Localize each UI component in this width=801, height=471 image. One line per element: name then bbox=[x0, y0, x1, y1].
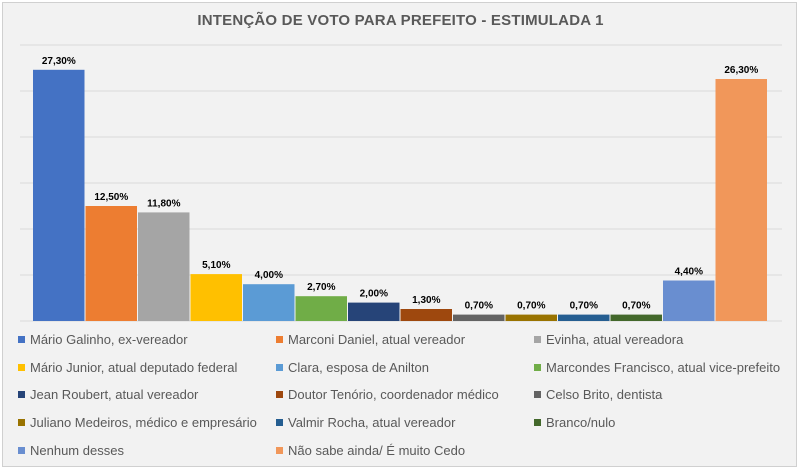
bar-value-label: 0,70% bbox=[465, 301, 493, 312]
bar-value-label: 2,70% bbox=[307, 282, 335, 293]
legend-swatch bbox=[276, 419, 283, 427]
legend-label: Juliano Medeiros, médico e empresário bbox=[30, 415, 257, 431]
legend-label: Não sabe ainda/ É muito Cedo bbox=[288, 442, 466, 458]
legend-label: Nenhum desses bbox=[30, 442, 124, 458]
legend-label: Marcondes Francisco, atual vice-prefeito bbox=[546, 359, 781, 375]
legend-item: Clara, esposa de Anilton bbox=[276, 354, 534, 382]
bar bbox=[505, 314, 557, 321]
bar-value-label: 4,00% bbox=[255, 270, 283, 281]
legend-item: Juliano Medeiros, médico e empresário bbox=[18, 409, 276, 437]
legend-label: Evinha, atual vereadora bbox=[546, 332, 684, 348]
legend-swatch bbox=[276, 363, 283, 371]
bar bbox=[33, 69, 85, 321]
legend-label: Doutor Tenório, coordenador médico bbox=[288, 387, 499, 403]
bar-value-label: 0,70% bbox=[570, 301, 598, 312]
legend-swatch bbox=[534, 419, 541, 427]
legend-label: Mário Galinho, ex-vereador bbox=[30, 332, 188, 348]
chart-title: INTENÇÃO DE VOTO PARA PREFEITO - ESTIMUL… bbox=[197, 12, 604, 29]
legend-swatch bbox=[534, 336, 541, 344]
legend-swatch bbox=[276, 391, 283, 399]
bar-value-label: 26,30% bbox=[724, 65, 758, 76]
legend-item: Mário Junior, atual deputado federal bbox=[18, 354, 276, 382]
legend-item: Celso Brito, dentista bbox=[534, 381, 792, 409]
legend-swatch bbox=[534, 363, 541, 371]
bar bbox=[348, 302, 400, 321]
legend-swatch bbox=[18, 419, 25, 427]
bar-value-label: 0,70% bbox=[622, 301, 650, 312]
legend-swatch bbox=[18, 391, 25, 399]
bar bbox=[715, 79, 767, 321]
legend-item: Nenhum desses bbox=[18, 436, 276, 464]
bar-value-label: 1,30% bbox=[412, 295, 440, 306]
bar bbox=[453, 314, 505, 321]
legend-item: Evinha, atual vereadora bbox=[534, 326, 792, 354]
legend-swatch bbox=[18, 446, 25, 454]
bar bbox=[400, 309, 452, 321]
legend-item: Mário Galinho, ex-vereador bbox=[18, 326, 276, 354]
bar bbox=[295, 296, 347, 321]
bar-value-label: 5,10% bbox=[202, 260, 230, 271]
legend-swatch bbox=[534, 391, 541, 399]
bar-value-label: 27,30% bbox=[42, 56, 76, 67]
legend-swatch bbox=[18, 363, 25, 371]
legend-item: Branco/nulo bbox=[534, 409, 792, 437]
legend-label: Celso Brito, dentista bbox=[546, 387, 663, 403]
legend-item: Marcondes Francisco, atual vice-prefeito bbox=[534, 354, 792, 382]
bar-value-label: 2,00% bbox=[360, 289, 388, 300]
bar-value-label: 11,80% bbox=[147, 198, 180, 209]
bar bbox=[558, 314, 610, 321]
legend-label: Valmir Rocha, atual vereador bbox=[288, 415, 456, 431]
bar-value-label: 0,70% bbox=[517, 301, 545, 312]
legend-swatch bbox=[18, 336, 25, 344]
legend-item: Não sabe ainda/ É muito Cedo bbox=[276, 436, 534, 464]
legend-label: Mário Junior, atual deputado federal bbox=[30, 359, 238, 375]
legend-swatch bbox=[276, 446, 283, 454]
bar bbox=[190, 274, 242, 321]
legend-label: Marconi Daniel, atual vereador bbox=[288, 332, 466, 348]
legend: Mário Galinho, ex-vereador Marconi Daniel… bbox=[18, 326, 788, 464]
bar bbox=[610, 314, 662, 321]
data-labels: 27,30% 12,50% 11,80% 5,10% 4,00% 2,70% 2,00% 1,… bbox=[42, 56, 759, 312]
legend-swatch bbox=[276, 336, 283, 344]
bars bbox=[33, 69, 767, 321]
bar-value-label: 4,40% bbox=[675, 267, 703, 278]
legend-item: Doutor Tenório, coordenador médico bbox=[276, 381, 534, 409]
bar bbox=[85, 206, 137, 321]
bar-value-label: 12,50% bbox=[94, 192, 128, 203]
legend-item: Valmir Rocha, atual vereador bbox=[276, 409, 534, 437]
legend-label: Jean Roubert, atual vereador bbox=[30, 387, 199, 403]
legend-item: Jean Roubert, atual vereador bbox=[18, 381, 276, 409]
bar bbox=[243, 284, 295, 321]
bar bbox=[138, 212, 190, 321]
legend-label: Clara, esposa de Anilton bbox=[288, 359, 429, 375]
legend-label: Branco/nulo bbox=[546, 415, 616, 431]
legend-item: Marconi Daniel, atual vereador bbox=[276, 326, 534, 354]
bar bbox=[663, 280, 715, 321]
